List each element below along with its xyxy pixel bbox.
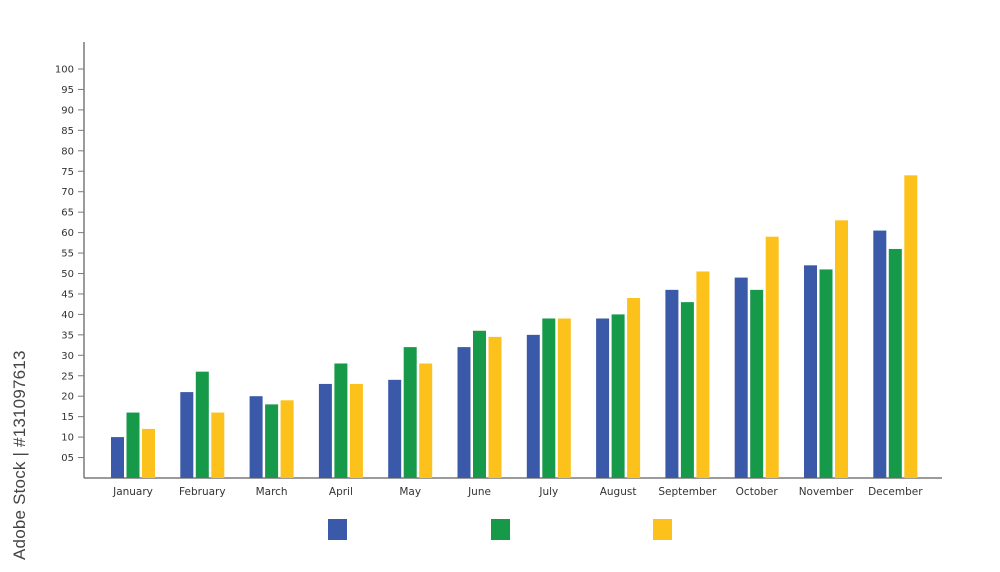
x-category-label: May bbox=[399, 486, 421, 498]
bar-april-series-2 bbox=[334, 363, 348, 478]
bar-november-series-2 bbox=[819, 269, 833, 478]
y-tick-label: 95 bbox=[61, 85, 74, 96]
x-category-label: March bbox=[256, 486, 288, 498]
bar-june-series-2 bbox=[473, 330, 486, 478]
legend-swatch-series-3 bbox=[653, 519, 672, 540]
bar-july-series-1 bbox=[526, 334, 540, 478]
y-tick-label: 50 bbox=[61, 269, 74, 280]
bar-october-series-3 bbox=[765, 236, 779, 478]
bars bbox=[111, 175, 918, 478]
bar-november-series-1 bbox=[804, 265, 817, 478]
y-tick-label: 25 bbox=[61, 371, 74, 382]
bar-may-series-3 bbox=[419, 363, 433, 478]
y-tick-label: 10 bbox=[61, 433, 74, 444]
bar-april-series-3 bbox=[349, 383, 363, 478]
x-category-label: June bbox=[467, 486, 491, 498]
x-category-label: February bbox=[179, 486, 226, 498]
bar-march-series-1 bbox=[249, 396, 263, 478]
x-category-label: November bbox=[799, 486, 854, 498]
bar-may-series-1 bbox=[388, 379, 402, 478]
x-category-label: January bbox=[112, 486, 153, 498]
bar-october-series-1 bbox=[734, 277, 748, 478]
bar-march-series-2 bbox=[265, 404, 279, 478]
y-tick-label: 65 bbox=[61, 208, 74, 219]
y-tick-label: 45 bbox=[61, 289, 74, 300]
bar-august-series-3 bbox=[627, 298, 641, 478]
bar-november-series-3 bbox=[835, 220, 848, 478]
category-labels: January February March April May June July Augu… bbox=[112, 486, 923, 498]
bar-september-series-3 bbox=[696, 271, 710, 478]
bar-december-series-1 bbox=[873, 230, 887, 478]
y-tick-label: 60 bbox=[61, 228, 74, 239]
legend bbox=[328, 519, 672, 540]
bar-july-series-2 bbox=[542, 318, 556, 478]
y-tick-label: 100 bbox=[55, 65, 74, 76]
y-tick-label: 15 bbox=[61, 412, 74, 423]
y-tick-label: 80 bbox=[61, 146, 74, 157]
bar-august-series-2 bbox=[611, 314, 625, 478]
x-category-label: July bbox=[538, 486, 558, 498]
y-tick-label: 70 bbox=[61, 187, 74, 198]
bar-may-series-2 bbox=[403, 347, 417, 478]
bar-march-series-3 bbox=[280, 400, 294, 478]
y-tick-label: 55 bbox=[61, 249, 74, 260]
bar-january-series-2 bbox=[126, 412, 140, 478]
y-tick-label: 05 bbox=[61, 453, 74, 464]
bar-january-series-3 bbox=[142, 428, 155, 478]
bar-july-series-3 bbox=[557, 318, 571, 478]
bar-june-series-3 bbox=[488, 336, 502, 478]
y-tick-label: 75 bbox=[61, 167, 74, 178]
x-category-label: October bbox=[736, 486, 779, 498]
bar-february-series-2 bbox=[195, 371, 209, 478]
bar-february-series-1 bbox=[180, 392, 194, 478]
y-tick-label: 90 bbox=[61, 105, 74, 116]
bar-april-series-1 bbox=[318, 383, 332, 478]
y-tick-label: 35 bbox=[61, 330, 74, 341]
bar-september-series-2 bbox=[680, 302, 694, 478]
legend-swatch-series-2 bbox=[491, 519, 510, 540]
bar-december-series-3 bbox=[904, 175, 918, 478]
x-category-label: August bbox=[600, 486, 637, 498]
bar-june-series-1 bbox=[457, 347, 471, 478]
y-tick-label: 40 bbox=[61, 310, 74, 321]
y-axis: 05 10 15 20 25 30 35 40 45 50 55 60 65 70 75 80 85 90 95 10… bbox=[55, 42, 85, 478]
bar-september-series-1 bbox=[665, 289, 679, 478]
bar-august-series-1 bbox=[596, 318, 610, 478]
y-tick-label: 85 bbox=[61, 126, 74, 137]
bar-october-series-2 bbox=[750, 289, 764, 478]
watermark-text: Adobe Stock | #131097613 bbox=[10, 350, 29, 560]
y-tick-label: 30 bbox=[61, 351, 74, 362]
legend-swatch-series-1 bbox=[328, 519, 347, 540]
bar-january-series-1 bbox=[111, 437, 124, 478]
y-tick-label: 20 bbox=[61, 392, 74, 403]
bar-february-series-3 bbox=[211, 412, 225, 478]
x-category-label: September bbox=[658, 486, 717, 498]
bar-december-series-2 bbox=[888, 248, 902, 478]
x-category-label: December bbox=[868, 486, 923, 498]
x-category-label: April bbox=[329, 486, 353, 498]
